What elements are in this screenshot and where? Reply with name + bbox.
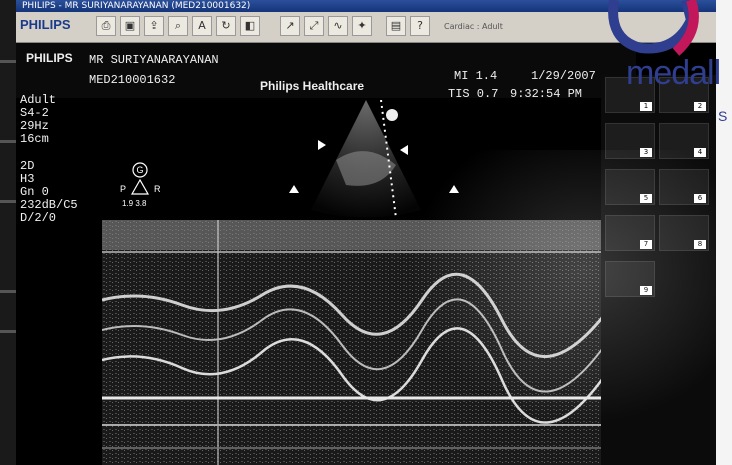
exam-type-label: Cardiac : Adult [444, 22, 503, 31]
sector-image [289, 100, 459, 219]
thumbnail-7[interactable]: 7 [605, 215, 655, 251]
help-icon[interactable]: ? [410, 16, 430, 36]
param-probe: S4-2 [20, 106, 49, 120]
probe-values: 1.9 3.8 [122, 199, 147, 208]
title-bar: PHILIPS - MR SURIYANARAYANAN (MED2100016… [16, 0, 716, 12]
caliper-icon[interactable]: ⤢ [304, 16, 324, 36]
probe-orientation-icon: G P R 1.9 3.8 [120, 162, 161, 208]
m-mode-trace [102, 220, 612, 465]
thumbnail-5[interactable]: 5 [605, 169, 655, 205]
report-icon[interactable]: ▤ [386, 16, 406, 36]
ultrasound-window: PHILIPS - MR SURIYANARAYANAN (MED2100016… [16, 0, 716, 465]
param-frame-rate: 29Hz [20, 119, 49, 133]
toolbar: PHILIPS ⎙ ▣ ⇪ ⌕ A ↻ ◧ ↗ ⤢ ∿ ✦ ▤ ? Cardia… [16, 12, 716, 43]
patient-id: MED210001632 [89, 73, 176, 87]
param-mode: 2D [20, 159, 35, 173]
background-window-strip [0, 0, 16, 465]
annotate-icon[interactable]: A [192, 16, 212, 36]
thermal-index: TIS 0.7 [448, 87, 499, 101]
param-preset: Adult [20, 93, 57, 107]
medall-logo-icon [608, 0, 699, 56]
zoom-icon[interactable]: ⌕ [168, 16, 188, 36]
acquisition-parameters: Adult S4-2 29Hz 16cm 2D H3 Gn 0 232dB/C5… [20, 94, 78, 225]
patient-header: PHILIPS MR SURIYANARAYANAN MED210001632 … [16, 43, 636, 101]
thumbnail-8[interactable]: 8 [659, 215, 709, 251]
exam-time: 9:32:54 PM [510, 87, 583, 101]
export-icon[interactable]: ⇪ [144, 16, 164, 36]
thumbnail-1[interactable]: 1 [605, 77, 655, 113]
window-title: PHILIPS - MR SURIYANARAYANAN (MED2100016… [22, 1, 251, 11]
param-gain: Gn 0 [20, 185, 49, 199]
organization-name: Philips Healthcare [260, 79, 365, 93]
rotate-icon[interactable]: ↻ [216, 16, 236, 36]
save-icon[interactable]: ▣ [120, 16, 140, 36]
mechanical-index: MI 1.4 [454, 69, 498, 83]
exam-date: 1/29/2007 [531, 69, 596, 83]
probe-g-label: G [136, 165, 143, 175]
probe-r-label: R [154, 184, 161, 194]
patient-name: MR SURIYANARAYANAN [89, 53, 219, 67]
thumbnail-6[interactable]: 6 [659, 169, 709, 205]
thumbnail-3[interactable]: 3 [605, 123, 655, 159]
header-brand: PHILIPS [26, 51, 73, 65]
thumbnail-2[interactable]: 2 [659, 77, 709, 113]
param-setting: D/2/0 [20, 211, 57, 225]
thumbnail-9[interactable]: 9 [605, 261, 655, 297]
param-dynamic-range: 232dB/C5 [20, 198, 78, 212]
print-icon[interactable]: ⎙ [96, 16, 116, 36]
thumbnail-4[interactable]: 4 [659, 123, 709, 159]
thumbnail-panel: 1 2 3 4 5 6 7 8 9 [601, 75, 716, 465]
trace-icon[interactable]: ∿ [328, 16, 348, 36]
toolbar-brand: PHILIPS [20, 17, 71, 32]
watermark-sub: S [718, 108, 728, 124]
probe-p-label: P [120, 184, 126, 194]
marker-icon[interactable]: ✦ [352, 16, 372, 36]
param-depth: 16cm [20, 132, 49, 146]
param-harmonic: H3 [20, 172, 35, 186]
cube-icon[interactable]: ◧ [240, 16, 260, 36]
measure-icon[interactable]: ↗ [280, 16, 300, 36]
watermark-text: medall [626, 54, 721, 92]
